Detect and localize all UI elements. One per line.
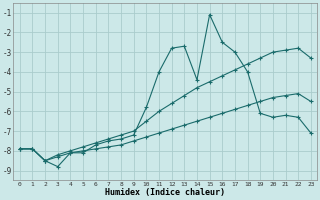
X-axis label: Humidex (Indice chaleur): Humidex (Indice chaleur) bbox=[105, 188, 225, 197]
